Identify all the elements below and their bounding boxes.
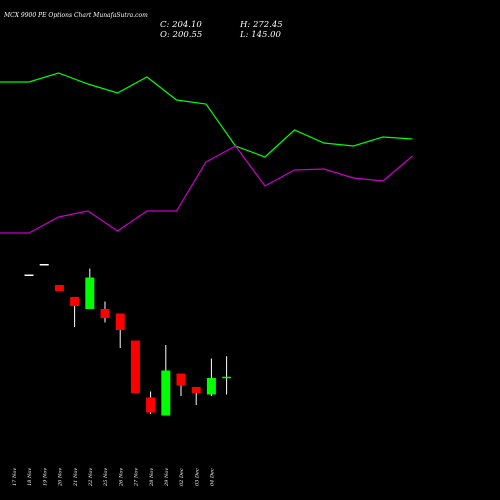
- candle-body: [39, 264, 49, 266]
- candle-body: [146, 397, 156, 413]
- candle-body: [115, 313, 125, 330]
- high-value: H: 272.45: [239, 20, 283, 30]
- x-tick-label: 02 Dec: [179, 468, 185, 486]
- x-tick-label: 04 Dec: [210, 468, 216, 486]
- candle-body: [130, 340, 140, 393]
- x-tick-label: 18 Nov: [27, 468, 33, 486]
- candle-body: [161, 370, 171, 416]
- x-tick-label: 27 Nov: [134, 468, 140, 487]
- candlestick-series: [24, 264, 232, 416]
- x-tick-label: 17 Nov: [12, 468, 18, 486]
- x-tick-label: 29 Nov: [164, 468, 170, 487]
- x-tick-label: 20 Nov: [58, 468, 64, 487]
- chart-title: MCX 9900 PE Options Chart MunafaSutra.co…: [3, 12, 148, 19]
- low-value: L: 145.00: [239, 30, 282, 40]
- candle-body: [85, 277, 95, 309]
- candle-body: [191, 387, 201, 393]
- x-tick-label: 19 Nov: [42, 468, 48, 486]
- candle-body: [222, 376, 232, 379]
- close-value: C: 204.10: [160, 20, 202, 30]
- candle-body: [54, 285, 64, 291]
- x-tick-label: 03 Dec: [194, 468, 200, 486]
- x-tick-label: 22 Nov: [88, 468, 94, 487]
- x-tick-label: 21 Nov: [73, 468, 79, 487]
- upper-indicator-line: [0, 72, 413, 158]
- open-value: O: 200.55: [160, 30, 202, 40]
- x-tick-label: 25 Nov: [103, 468, 109, 487]
- candle-body: [176, 373, 186, 386]
- x-axis-ticks: 17 Nov 18 Nov 19 Nov 20 Nov 21 Nov 22 Nov 25 N…: [12, 468, 216, 487]
- x-tick-label: 28 Nov: [149, 468, 155, 487]
- x-tick-label: 26 Nov: [118, 468, 124, 487]
- candle-body: [206, 378, 216, 395]
- lower-indicator-line: [0, 145, 413, 234]
- candle-body: [70, 297, 80, 306]
- candle-body: [100, 309, 110, 318]
- candle-body: [24, 274, 34, 276]
